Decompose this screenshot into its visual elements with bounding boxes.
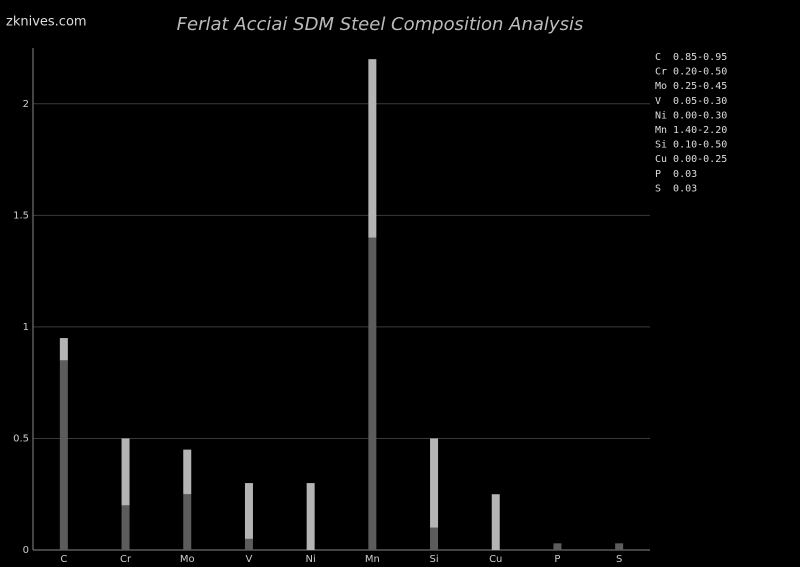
- x-tick-label: Mn: [365, 554, 380, 565]
- x-tick-label: P: [554, 554, 560, 565]
- bar-segment: [430, 438, 439, 528]
- legend-entry: Mo 0.25-0.45: [655, 81, 727, 92]
- bar-segment: [59, 360, 68, 550]
- bar-segment: [491, 494, 500, 550]
- y-tick-label: 1.5: [13, 210, 29, 221]
- legend-entry: C 0.85-0.95: [655, 52, 727, 63]
- bar-segment: [59, 338, 68, 361]
- legend-entry: V 0.05-0.30: [655, 96, 727, 107]
- bar-segment: [183, 449, 192, 495]
- x-tick-label: Cu: [489, 554, 502, 565]
- bar-segment: [368, 237, 377, 550]
- x-tick-label: C: [60, 554, 67, 565]
- legend-entry: P 0.03: [655, 169, 697, 180]
- y-tick-label: 0: [23, 545, 29, 556]
- y-tick-label: 0.5: [13, 433, 29, 444]
- chart-title: Ferlat Acciai SDM Steel Composition Anal…: [177, 14, 584, 35]
- x-tick-label: V: [246, 554, 253, 565]
- bar-segment: [244, 538, 253, 550]
- legend-entry: Cu 0.00-0.25: [655, 154, 727, 165]
- legend-entry: S 0.03: [655, 183, 697, 194]
- x-tick-label: Mo: [180, 554, 195, 565]
- bar-segment: [306, 483, 315, 550]
- bar-segment: [430, 527, 439, 550]
- y-tick-label: 2: [23, 99, 29, 110]
- bar-segment: [244, 483, 253, 539]
- bar-segment: [553, 543, 562, 550]
- bar-segment: [121, 438, 130, 506]
- bar-segment: [183, 494, 192, 550]
- x-tick-label: Si: [429, 554, 438, 565]
- bar-segment: [368, 59, 377, 238]
- watermark: zknives.com: [6, 15, 87, 30]
- legend-entry: Cr 0.20-0.50: [655, 67, 727, 78]
- legend-entry: Mn 1.40-2.20: [655, 125, 727, 136]
- legend-entry: Si 0.10-0.50: [655, 140, 727, 151]
- x-tick-label: S: [616, 554, 622, 565]
- x-tick-label: Ni: [306, 554, 316, 565]
- y-tick-label: 1: [23, 322, 29, 333]
- legend-entry: Ni 0.00-0.30: [655, 110, 727, 121]
- bar-segment: [615, 543, 624, 550]
- x-tick-label: Cr: [120, 554, 132, 565]
- bar-segment: [121, 505, 130, 550]
